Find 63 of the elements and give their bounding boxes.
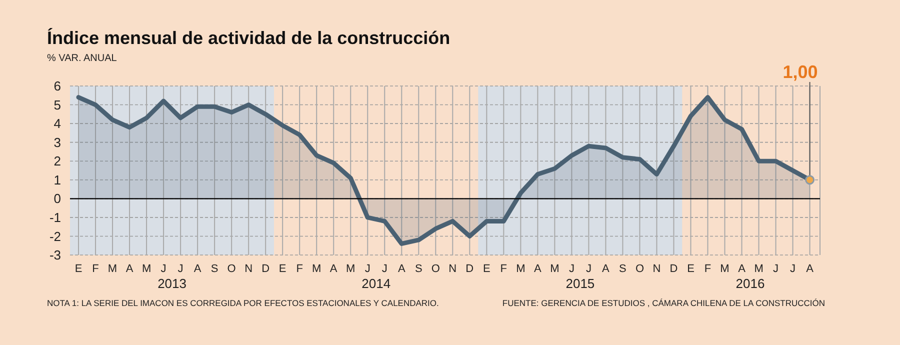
text: 2015 [566, 276, 595, 291]
x-tick-label: S [619, 263, 626, 275]
x-tick-label: M [108, 263, 118, 275]
x-tick-label: F [500, 263, 508, 275]
x-tick-label: D [466, 263, 474, 275]
x-tick-label: N [244, 263, 253, 275]
x-tick-label: M [720, 263, 730, 275]
x-tick-label: M [312, 263, 322, 275]
x-tick-label: J [178, 263, 184, 275]
x-tick-label: N [448, 263, 457, 275]
source-note: FUENTE: GERENCIA DE ESTUDIOS , CÁMARA CHILENA DE LA CONSTRUCCIÓN [502, 298, 825, 308]
data-label: 1,00 [782, 62, 818, 82]
x-tick-label: M [754, 263, 764, 275]
text: NOTA 1: LA SERIE DEL IMACON ES CORREGIDA POR EFECTOS ESTACIONALES Y CALENDARIO. [47, 298, 439, 308]
x-tick-label: M [142, 263, 152, 275]
x-tick-label: S [210, 263, 218, 275]
x-tick-label: E [482, 263, 490, 275]
x-tick-label: M [346, 263, 356, 275]
x-tick-label: F [704, 263, 712, 275]
y-tick-label: 3 [54, 134, 61, 150]
x-tick-label: A [806, 263, 814, 275]
x-tick-label: J [790, 263, 796, 275]
x-tick-label: A [602, 263, 610, 275]
y-tick-label: -2 [49, 228, 61, 244]
x-tick-label: J [773, 263, 779, 275]
x-tick-label: N [652, 263, 661, 275]
x-tick-label: E [74, 263, 82, 275]
x-tick-label: O [635, 263, 644, 275]
x-tick-label: A [330, 263, 338, 275]
x-tick-label: J [160, 263, 166, 275]
y-tick-label: 0 [54, 191, 61, 206]
x-tick-label: E [278, 263, 286, 275]
x-tick-label: F [92, 263, 100, 275]
x-tick-label: D [262, 263, 270, 275]
x-tick-label: A [126, 263, 134, 275]
x-tick-label: J [382, 263, 388, 275]
x-tick-label: J [364, 263, 370, 275]
x-tick-label: S [414, 263, 422, 275]
x-tick-label: M [516, 263, 526, 275]
x-tick-label: D [670, 263, 678, 275]
chart-subtitle: % VAR. ANUAL [47, 53, 118, 64]
x-tick-label: A [738, 263, 746, 275]
text: 2014 [362, 276, 391, 291]
x-tick-label: O [431, 263, 440, 275]
chart-title: Índice mensual de actividad de la construcción [47, 28, 450, 48]
text: 2013 [158, 276, 186, 291]
y-tick-label: -3 [49, 248, 61, 263]
text: 2016 [736, 276, 765, 291]
y-tick-label: 5 [54, 97, 61, 112]
x-tick-label: J [586, 263, 592, 275]
x-tick-label: E [687, 263, 694, 275]
x-tick-label: F [296, 263, 304, 275]
x-tick-label: A [534, 263, 542, 275]
x-tick-label: O [227, 263, 236, 275]
y-tick-label: 6 [54, 78, 61, 94]
y-tick-label: -1 [49, 210, 61, 225]
y-tick-label: 1 [54, 172, 61, 188]
x-tick-label: A [194, 263, 202, 275]
x-tick-label: A [398, 263, 406, 275]
x-tick-label: J [568, 263, 574, 275]
y-tick-label: 4 [54, 116, 61, 132]
x-tick-label: M [550, 263, 560, 275]
y-tick-label: 2 [54, 154, 61, 169]
